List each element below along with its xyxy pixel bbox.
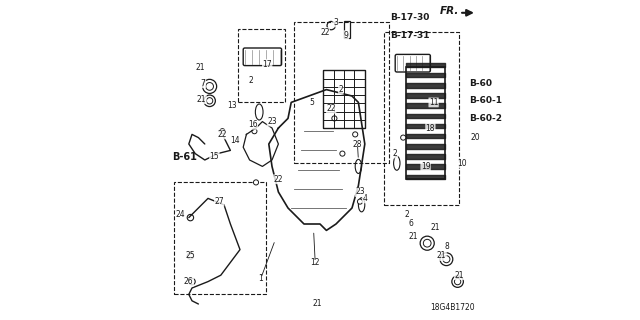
Text: 2: 2 <box>393 149 397 158</box>
Text: 2: 2 <box>249 76 253 84</box>
Text: 3: 3 <box>333 18 338 27</box>
Text: 13: 13 <box>227 101 237 110</box>
Text: 15: 15 <box>209 152 220 161</box>
Text: 21: 21 <box>197 95 206 104</box>
Circle shape <box>252 129 257 134</box>
Text: B-60-2: B-60-2 <box>468 114 502 123</box>
Text: 2: 2 <box>404 210 409 219</box>
Bar <box>406 67 445 179</box>
Text: 1: 1 <box>259 274 263 283</box>
Text: 21: 21 <box>312 300 321 308</box>
Text: B-17-31: B-17-31 <box>390 31 430 40</box>
Circle shape <box>357 199 362 204</box>
Text: 22: 22 <box>320 28 330 36</box>
Text: 21: 21 <box>195 63 205 72</box>
Circle shape <box>332 116 337 121</box>
Text: 14: 14 <box>230 136 240 145</box>
Text: 7: 7 <box>201 79 205 88</box>
Text: B-17-30: B-17-30 <box>390 13 430 22</box>
Text: 12: 12 <box>310 258 320 267</box>
Text: 16: 16 <box>248 120 258 129</box>
Text: B-60: B-60 <box>468 79 492 88</box>
Text: 28: 28 <box>353 140 362 148</box>
Text: 21: 21 <box>431 223 440 232</box>
Text: 22: 22 <box>218 130 227 139</box>
Text: 18G4B1720: 18G4B1720 <box>431 303 475 312</box>
Text: 23: 23 <box>355 188 365 196</box>
Text: 8: 8 <box>444 242 449 251</box>
Text: 11: 11 <box>429 98 438 107</box>
Text: 24: 24 <box>176 210 186 219</box>
Text: B-60-1: B-60-1 <box>468 96 502 105</box>
Circle shape <box>220 129 225 134</box>
Text: 21: 21 <box>437 252 446 260</box>
Text: 19: 19 <box>420 162 431 171</box>
Text: 18: 18 <box>426 124 435 132</box>
Text: 21: 21 <box>408 232 417 241</box>
Text: 27: 27 <box>214 197 224 206</box>
Circle shape <box>353 132 358 137</box>
Text: B-61: B-61 <box>172 152 197 162</box>
Text: 23: 23 <box>267 117 277 126</box>
Text: 26: 26 <box>184 277 194 286</box>
Text: 10: 10 <box>458 159 467 168</box>
Text: 22: 22 <box>274 175 283 184</box>
Text: FR.: FR. <box>440 6 460 16</box>
Text: 21: 21 <box>454 271 464 280</box>
Bar <box>323 70 365 128</box>
Circle shape <box>340 151 345 156</box>
Text: 6: 6 <box>409 220 413 228</box>
Text: 22: 22 <box>326 104 336 113</box>
Circle shape <box>253 180 259 185</box>
Text: 17: 17 <box>262 60 272 68</box>
Text: 9: 9 <box>344 31 349 40</box>
Text: 5: 5 <box>310 98 314 107</box>
Text: 20: 20 <box>470 133 480 142</box>
Bar <box>344 21 351 38</box>
Text: 25: 25 <box>186 252 195 260</box>
Circle shape <box>401 135 406 140</box>
Text: 4: 4 <box>362 194 367 203</box>
Text: 2: 2 <box>339 85 343 94</box>
